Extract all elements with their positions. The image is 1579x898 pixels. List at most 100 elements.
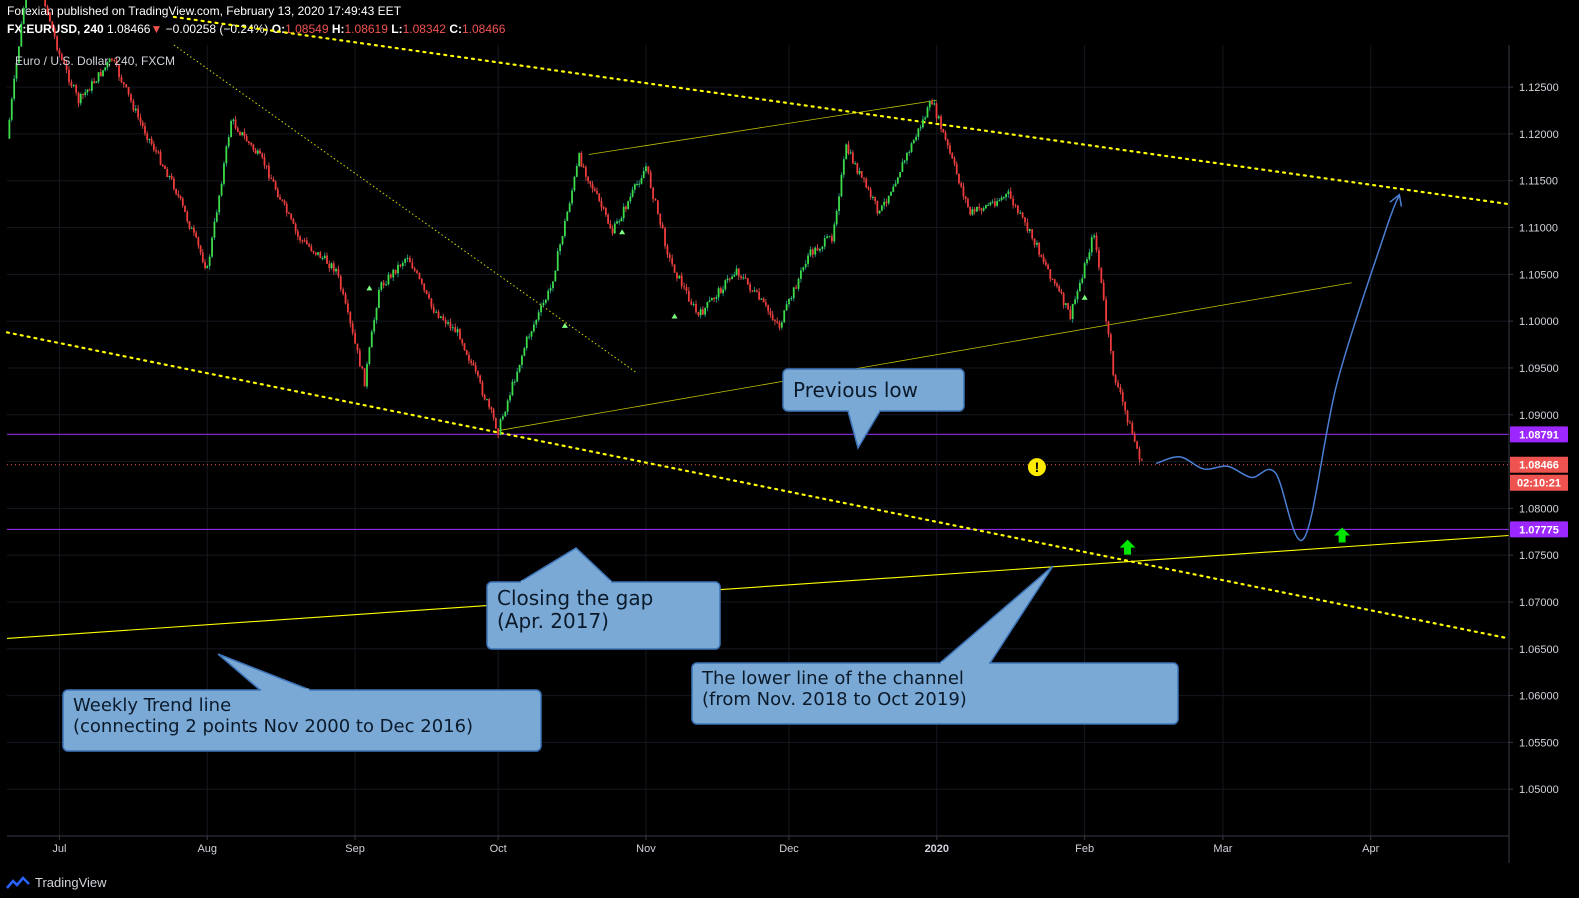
candle-body bbox=[998, 200, 1001, 202]
candle-body bbox=[479, 375, 482, 383]
candle-body bbox=[826, 236, 829, 239]
candle-body bbox=[56, 36, 58, 50]
candle-body bbox=[978, 206, 981, 209]
signal-triangle-icon bbox=[561, 322, 568, 328]
callout-joint bbox=[941, 661, 989, 665]
candle-body bbox=[1071, 303, 1074, 319]
level-price-label: 1.08791 bbox=[1519, 429, 1559, 441]
candle-body bbox=[82, 93, 84, 96]
candle-body bbox=[991, 201, 994, 203]
candle-body bbox=[444, 320, 447, 324]
candle-body bbox=[159, 152, 162, 165]
callout[interactable]: Weekly Trend line(connecting 2 points No… bbox=[62, 653, 542, 752]
candle-body bbox=[821, 246, 824, 249]
candle-body bbox=[629, 196, 632, 202]
candle-body bbox=[573, 176, 576, 191]
trendlines[interactable] bbox=[5, 15, 1511, 640]
candle-body bbox=[261, 153, 264, 158]
candle-body bbox=[382, 282, 385, 286]
candle-body bbox=[765, 302, 767, 306]
candle-body bbox=[206, 265, 209, 269]
candle-body bbox=[1053, 279, 1056, 284]
candle-body bbox=[901, 162, 904, 173]
candle-body bbox=[774, 319, 776, 322]
candle-body bbox=[256, 150, 259, 154]
callouts[interactable]: Previous low Closing the gap(Apr. 2017)Th… bbox=[62, 368, 1179, 752]
warning-icon bbox=[1027, 458, 1046, 477]
candle-body bbox=[811, 249, 814, 255]
time-axis[interactable]: Jul Aug Sep Oct Nov Dec 2020 Feb Mar Apr bbox=[7, 835, 1509, 855]
y-tick-label: 1.10000 bbox=[1519, 316, 1559, 328]
y-tick-label: 1.05000 bbox=[1519, 784, 1559, 796]
candle-body bbox=[263, 157, 266, 166]
candle-body bbox=[984, 205, 987, 209]
x-tick-label: Dec bbox=[779, 843, 799, 855]
candle-body bbox=[955, 163, 958, 174]
close-value: 1.08466 bbox=[461, 22, 506, 36]
candle-body bbox=[887, 195, 890, 204]
candle-body bbox=[323, 255, 326, 259]
candle-body bbox=[733, 274, 736, 277]
candle-body bbox=[77, 92, 80, 104]
candle-body bbox=[840, 174, 843, 197]
candle-body bbox=[227, 137, 230, 147]
trendline bbox=[5, 331, 1511, 640]
candle-body bbox=[125, 84, 128, 88]
callout[interactable]: The lower line of the channel(from Nov. … bbox=[691, 565, 1179, 725]
candle-body bbox=[506, 400, 509, 412]
candle-body bbox=[625, 206, 627, 209]
candle-body bbox=[751, 290, 754, 292]
candle-body bbox=[387, 274, 390, 285]
candle-body bbox=[1007, 191, 1010, 194]
candle-body bbox=[673, 264, 676, 273]
candle-body bbox=[1140, 459, 1143, 461]
candle-body bbox=[666, 245, 669, 255]
candle-body bbox=[118, 65, 120, 78]
candle-body bbox=[63, 59, 66, 64]
candle-body bbox=[134, 108, 137, 111]
candle-body bbox=[935, 103, 938, 119]
candle-body bbox=[656, 200, 659, 214]
price-axis[interactable]: 1.05000 1.05500 1.06000 1.06500 1.07000 1.075… bbox=[1508, 45, 1568, 863]
candle-body bbox=[1109, 334, 1112, 352]
candle-body bbox=[856, 163, 859, 174]
low-value: 1.08342 bbox=[402, 22, 446, 36]
candle-body bbox=[490, 407, 493, 410]
candle-body bbox=[858, 171, 861, 174]
candle-body bbox=[715, 297, 718, 299]
countdown-label: 02:10:21 bbox=[1517, 478, 1561, 490]
callout[interactable]: Closing the gap(Apr. 2017) bbox=[486, 547, 721, 650]
signal-triangle-icon bbox=[619, 229, 626, 235]
callout[interactable]: Previous low bbox=[782, 368, 965, 450]
candle-body bbox=[1040, 254, 1043, 257]
callout-tail bbox=[517, 547, 614, 583]
candle-body bbox=[807, 255, 809, 264]
candle-body bbox=[1086, 259, 1088, 264]
candle-body bbox=[184, 205, 186, 212]
candle-body bbox=[710, 298, 713, 301]
candle-body bbox=[549, 288, 552, 291]
candle-body bbox=[488, 399, 491, 408]
candle-body bbox=[122, 82, 125, 85]
candle-body bbox=[86, 89, 89, 93]
candle-body bbox=[910, 143, 913, 152]
candle-body bbox=[68, 69, 70, 82]
candle-body bbox=[989, 202, 992, 205]
candle-body bbox=[276, 189, 279, 198]
candle-body bbox=[695, 303, 697, 313]
candle-body bbox=[245, 136, 248, 142]
candle-body bbox=[678, 275, 681, 279]
candle-body bbox=[758, 291, 761, 300]
y-tick-label: 1.07000 bbox=[1519, 597, 1559, 609]
candle-body bbox=[299, 236, 302, 241]
candle-body bbox=[15, 62, 18, 79]
candle-body bbox=[150, 138, 153, 145]
candle-body bbox=[18, 46, 20, 63]
candle-body bbox=[724, 280, 727, 290]
candle-body bbox=[375, 308, 378, 321]
candle-body bbox=[788, 298, 790, 305]
y-tick-label: 1.09500 bbox=[1519, 363, 1559, 375]
projection-path[interactable] bbox=[1155, 194, 1401, 542]
candle-body bbox=[1028, 229, 1031, 231]
